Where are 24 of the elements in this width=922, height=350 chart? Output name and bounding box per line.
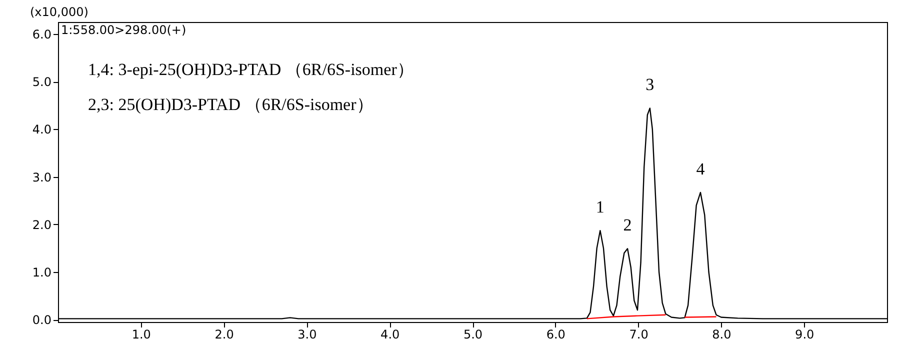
annotation: 1 [596, 198, 604, 217]
y-tick-label: 4.0 [32, 122, 52, 137]
x-tick-label: 1.0 [132, 328, 151, 342]
x-tick-label: 5.0 [463, 328, 483, 342]
annotation: 3 [646, 75, 654, 94]
x-tick-label: 6.0 [546, 328, 566, 342]
annotation: 1,4: 3-epi-25(OH)D3-PTAD （6R/6S-isomer） [88, 60, 414, 79]
y-tick-label: 6.0 [32, 27, 52, 42]
y-tick-label: 2.0 [32, 218, 52, 232]
annotation: 4 [696, 159, 706, 178]
x-tick-label: 2.0 [214, 328, 234, 342]
x-tick-label: 8.0 [712, 328, 732, 342]
y-axis-title: (x10,000) [30, 5, 88, 19]
x-tick-label: 3.0 [298, 328, 317, 342]
x-tick-label: 9.0 [795, 328, 814, 342]
y-tick-label: 3.0 [32, 170, 52, 184]
annotation: 2 [623, 216, 632, 235]
y-tick-label: 5.0 [32, 75, 52, 90]
y-tick-label: 1.0 [32, 266, 52, 280]
x-tick-label: 4.0 [380, 328, 400, 342]
annotation: 2,3: 25(OH)D3-PTAD （6R/6S-isomer） [88, 95, 374, 114]
x-tick-label: 7.0 [629, 328, 648, 342]
y-tick-label: 0.0 [32, 313, 52, 328]
annotation: 1:558.00>298.00(+) [61, 23, 186, 37]
